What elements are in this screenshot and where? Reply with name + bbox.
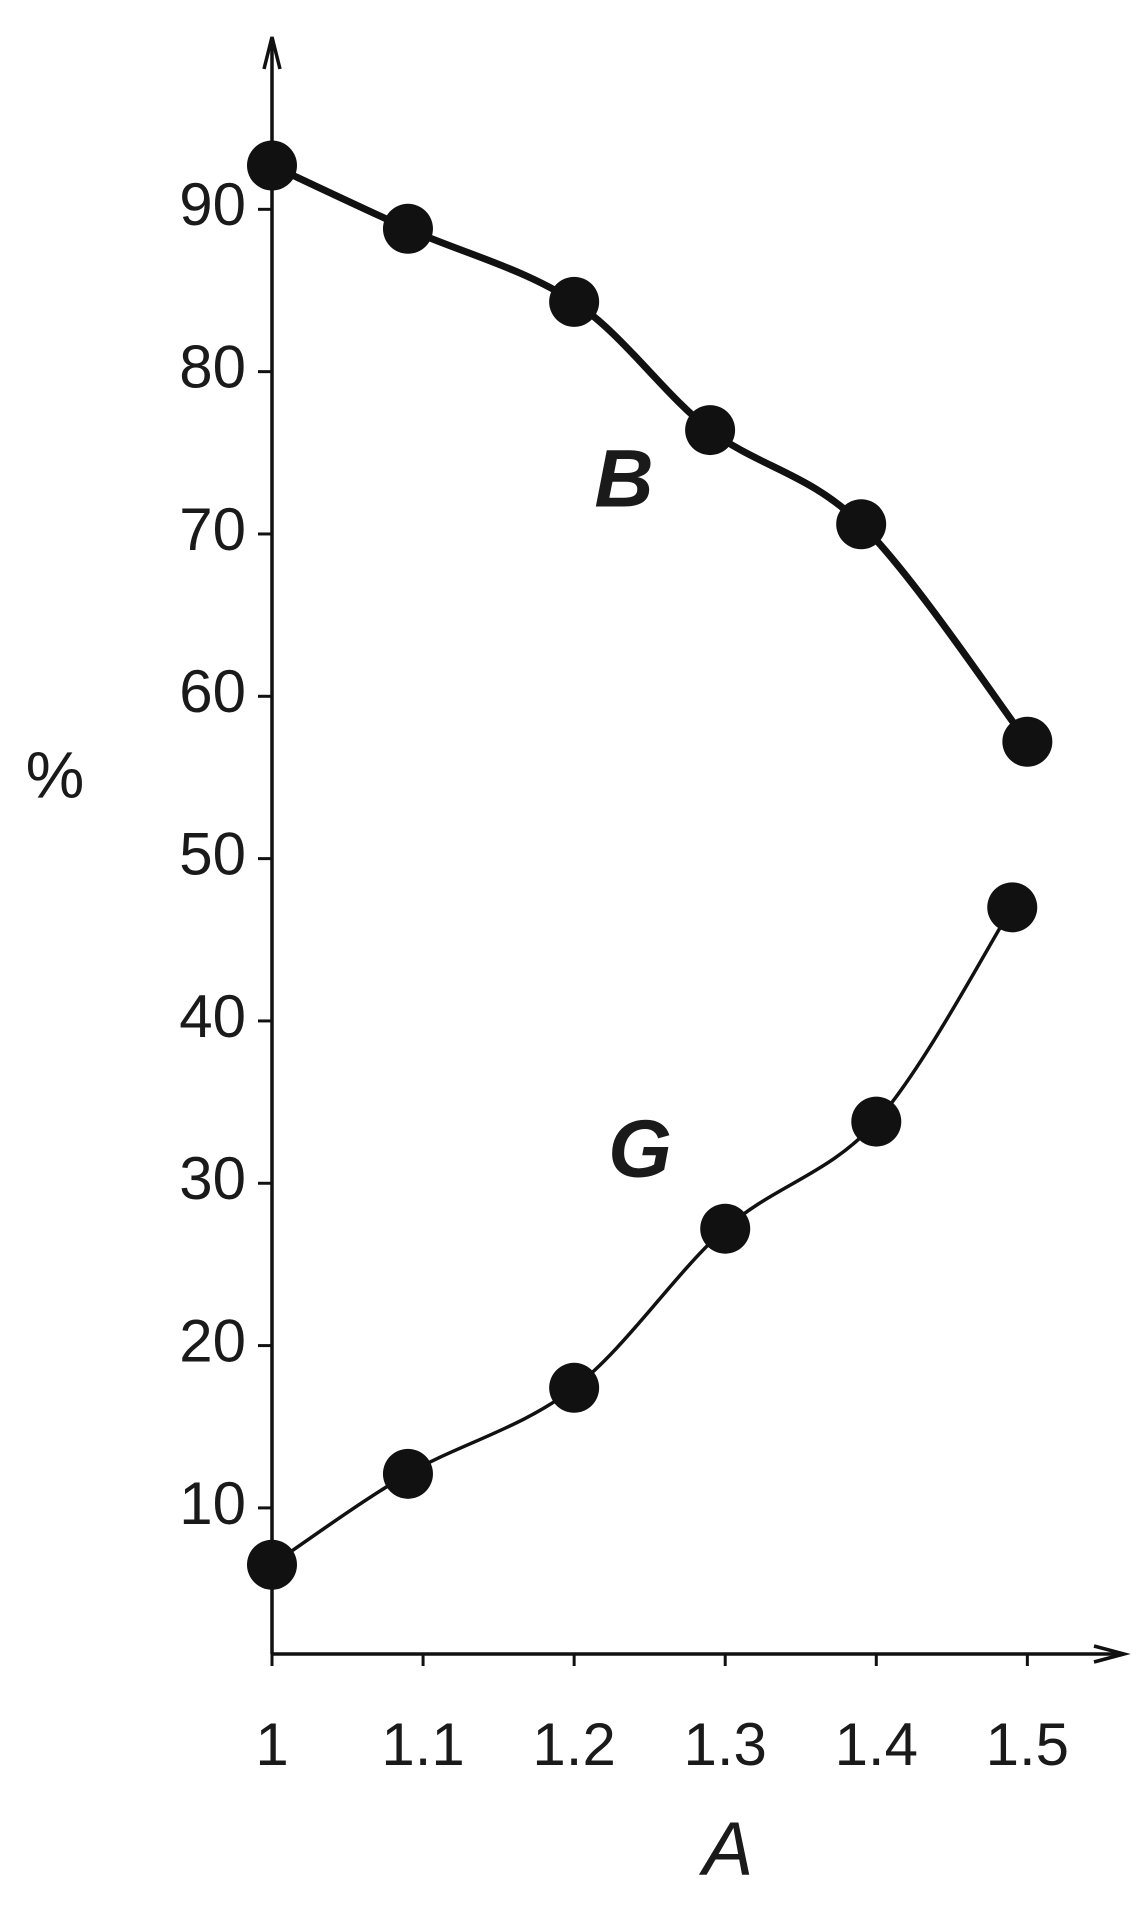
data-point	[700, 1203, 751, 1254]
data-point	[851, 1096, 902, 1147]
y-tick-label: 20	[179, 1307, 246, 1374]
data-point	[247, 1539, 297, 1590]
data-point	[247, 140, 297, 191]
series-label: B	[594, 434, 653, 525]
y-tick-label: 90	[179, 171, 246, 238]
x-tick-label: 1.4	[835, 1711, 918, 1778]
data-point	[549, 1362, 600, 1413]
series-line	[271, 906, 1014, 1567]
data-point	[1002, 716, 1053, 767]
x-tick-label: 1.3	[684, 1711, 767, 1778]
y-axis-label: %	[26, 737, 85, 811]
x-tick-label: 1.5	[986, 1711, 1069, 1778]
data-point	[685, 405, 736, 456]
y-axis-arrow	[262, 36, 282, 70]
x-tick-label: 1.1	[381, 1711, 464, 1778]
data-point	[549, 276, 600, 327]
x-axis-arrow	[1093, 1644, 1131, 1664]
x-tick-label: 1.2	[532, 1711, 615, 1778]
data-point	[836, 499, 887, 550]
x-tick-label: 1	[255, 1711, 288, 1778]
data-point	[382, 1448, 433, 1499]
y-tick-label: 40	[179, 983, 246, 1050]
y-tick-label: 10	[179, 1470, 246, 1537]
y-tick-label: 80	[179, 333, 246, 400]
data-point	[382, 203, 433, 254]
x-axis-label: A	[699, 1807, 754, 1892]
series-label: G	[608, 1104, 672, 1195]
data-point	[987, 882, 1038, 933]
y-tick-label: 70	[179, 496, 246, 563]
y-tick-label: 60	[179, 658, 246, 725]
y-tick-label: 30	[179, 1145, 246, 1212]
y-tick-label: 50	[179, 820, 246, 887]
